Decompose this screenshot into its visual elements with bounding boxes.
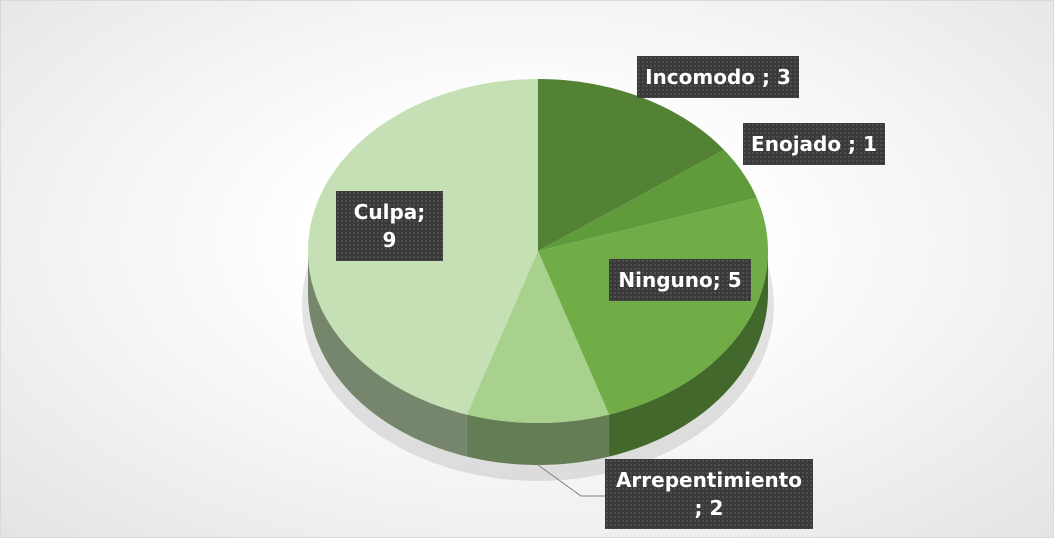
slice <box>538 79 725 251</box>
data-label: Enojado ; 1 <box>743 123 885 165</box>
slice <box>466 251 610 423</box>
data-label: Ninguno; 5 <box>609 259 751 301</box>
slice-side <box>466 414 610 465</box>
slice <box>538 149 757 251</box>
slice-side <box>308 251 467 457</box>
data-label: Incomodo ; 3 <box>637 56 799 98</box>
slice <box>538 197 768 415</box>
leader-line <box>537 464 605 497</box>
data-label: Arrepentimiento ; 2 <box>605 459 813 529</box>
slice-side <box>609 251 768 457</box>
data-label: Culpa; 9 <box>336 191 443 261</box>
